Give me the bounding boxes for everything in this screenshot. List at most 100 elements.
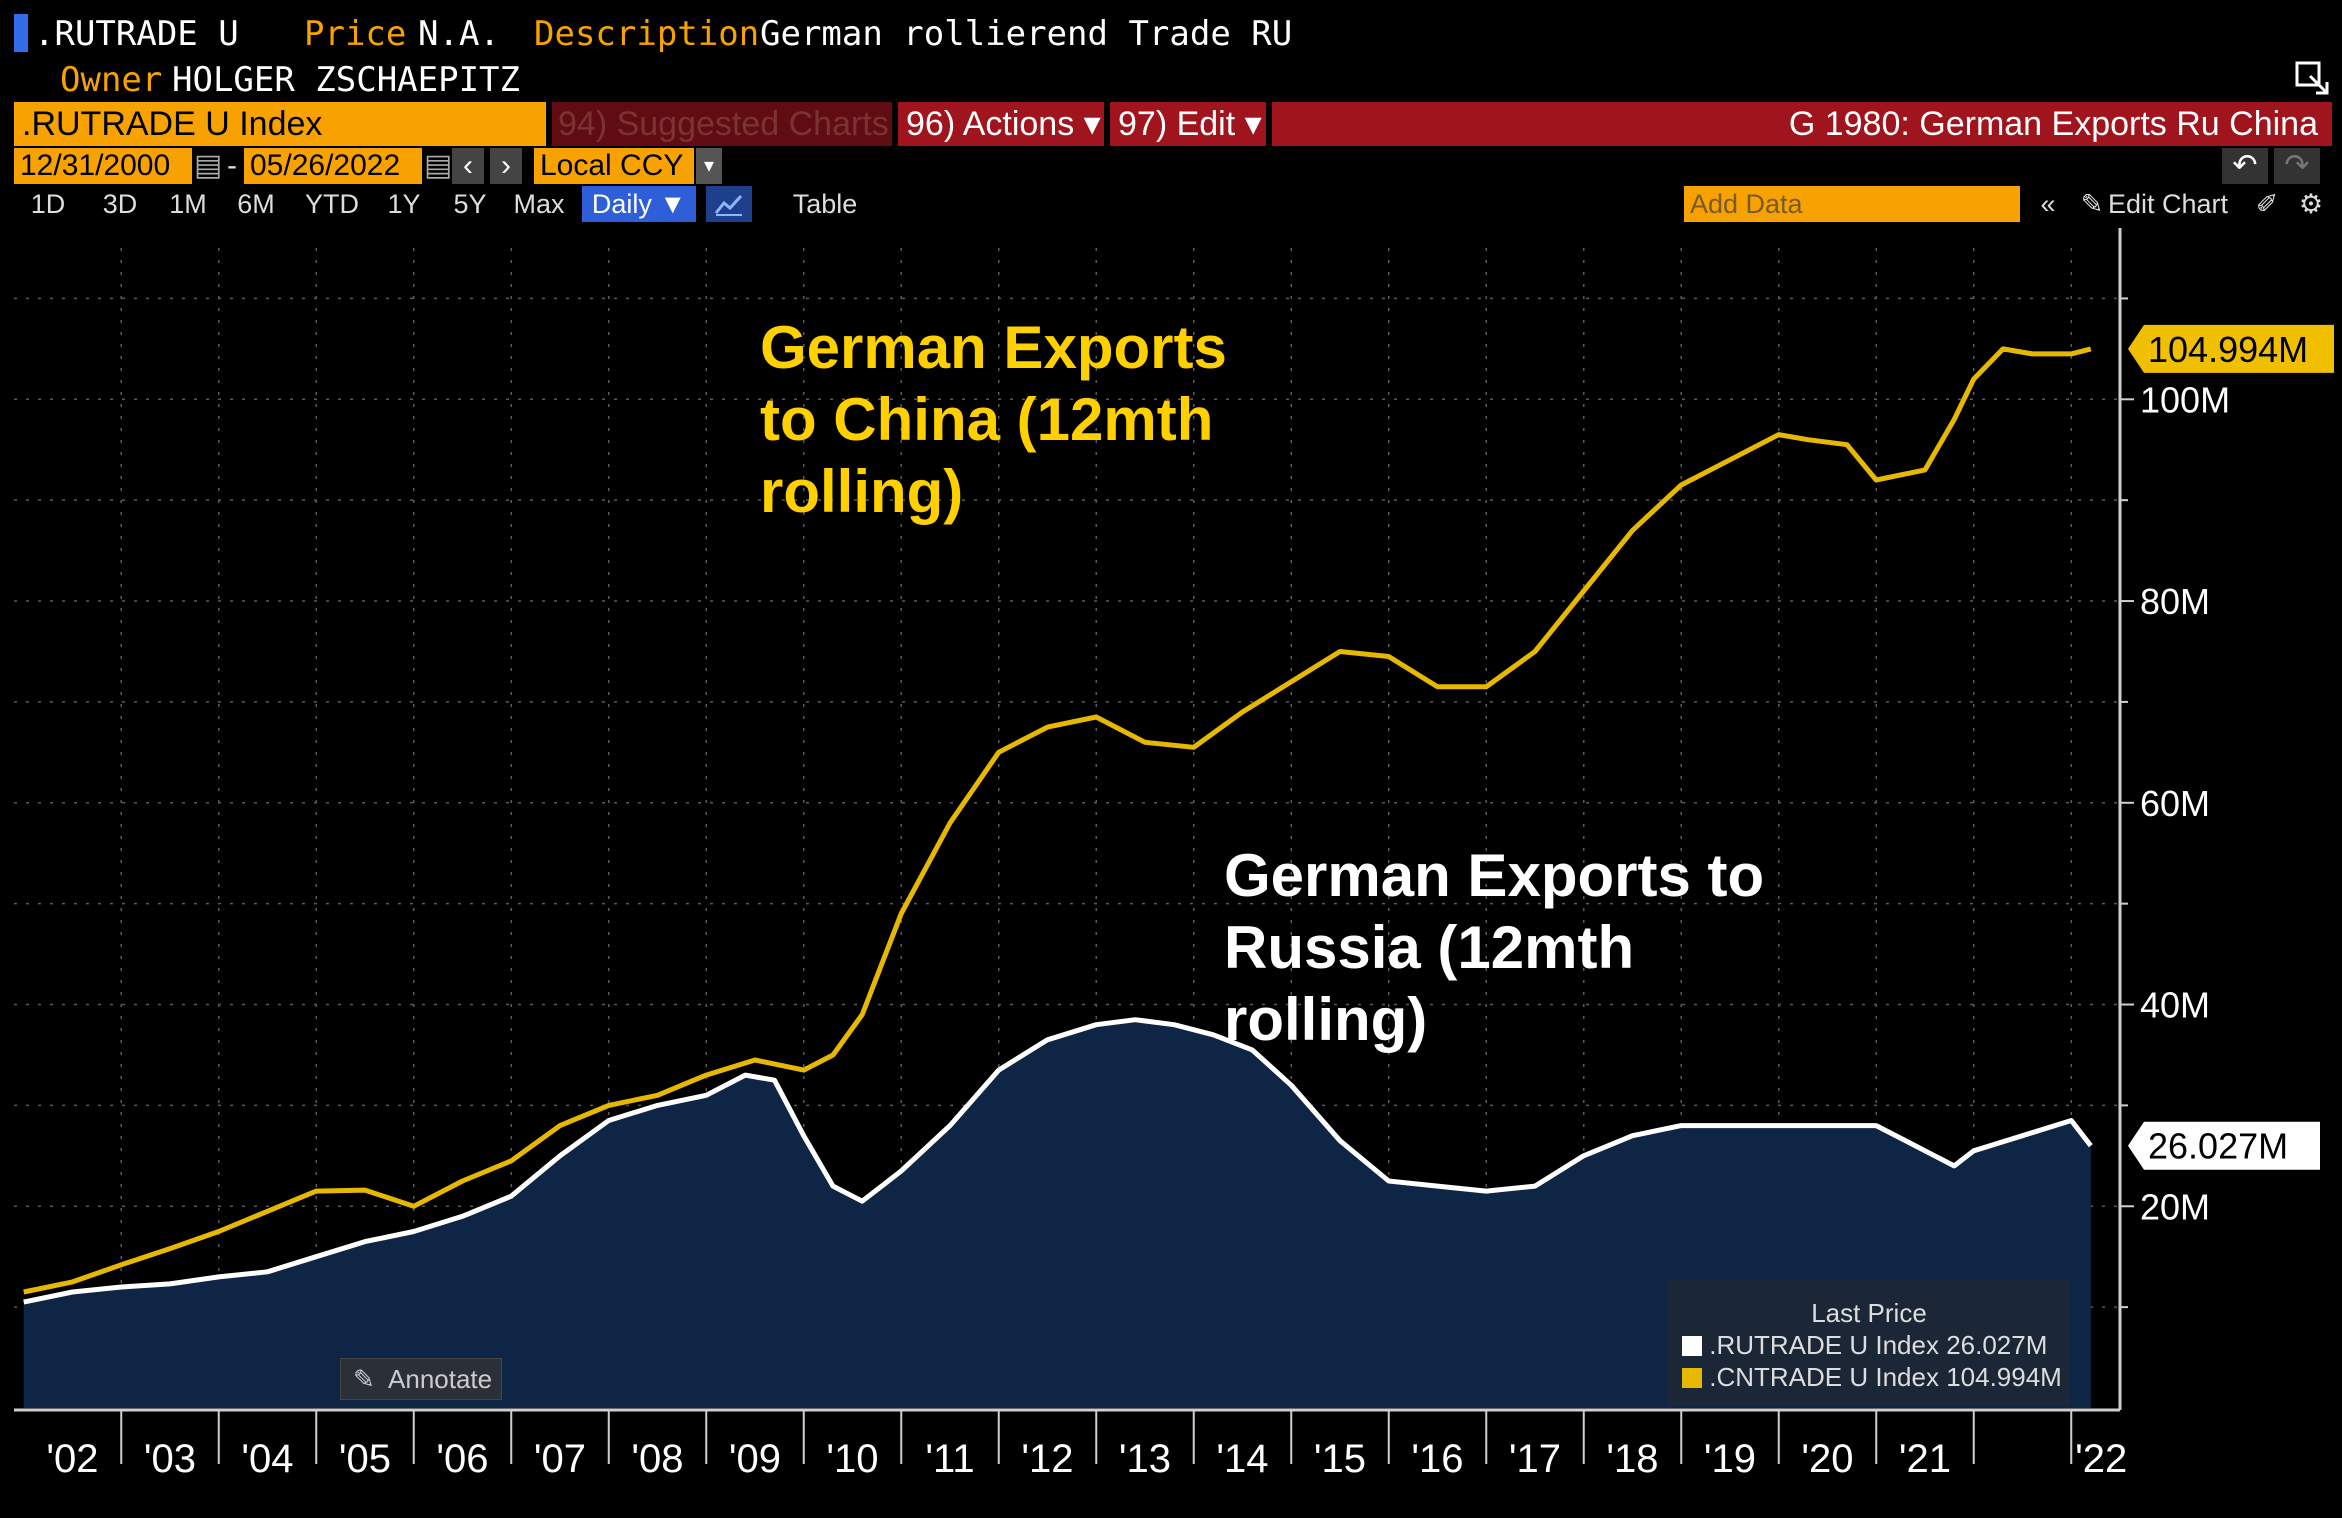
y-tick-label: 20M: [2140, 1186, 2210, 1227]
start-date-calendar-icon[interactable]: ▤: [194, 149, 223, 182]
legend-swatch-russia: [1682, 1336, 1702, 1356]
legend: Last Price .RUTRADE U Index 26.027M .CNT…: [1668, 1280, 2070, 1406]
x-tick-label: '17: [1509, 1437, 1561, 1481]
russia-last-price-tag: [2128, 1121, 2320, 1170]
china-series-line: [23, 346, 2092, 1295]
legend-value-china: 104.994M: [1946, 1362, 2062, 1392]
x-tick-label: '20: [1801, 1437, 1853, 1481]
collapse-icon[interactable]: «: [2040, 189, 2056, 219]
x-tick-label: '05: [339, 1437, 391, 1481]
china-last-price-tag: [2128, 324, 2334, 373]
x-tick-label: '14: [1216, 1437, 1268, 1481]
end-date-field[interactable]: 05/26/2022: [244, 148, 422, 184]
x-tick-label: '22: [2075, 1437, 2127, 1481]
x-tick-label: '09: [729, 1437, 781, 1481]
x-tick-label: '07: [534, 1437, 586, 1481]
redo-icon[interactable]: ↷: [2274, 148, 2320, 184]
settings-gear-icon[interactable]: ⚙: [2298, 189, 2324, 219]
legend-value-russia: 26.027M: [1946, 1330, 2048, 1360]
edit-chart-button[interactable]: Edit Chart: [2108, 189, 2229, 219]
range-3d[interactable]: 3D: [102, 189, 138, 219]
legend-name-china: .CNTRADE U Index: [1709, 1362, 1939, 1392]
legend-swatch-china: [1682, 1368, 1702, 1388]
legend-title: Last Price: [1811, 1298, 1927, 1328]
next-period-button[interactable]: ›: [490, 148, 522, 184]
x-tick-label: '21: [1899, 1437, 1951, 1481]
russia-series-line: [23, 1017, 2093, 1305]
x-tick-label: '16: [1411, 1437, 1463, 1481]
frequency-select[interactable]: Daily ▼: [582, 186, 696, 222]
x-tick-label: '04: [241, 1437, 293, 1481]
x-tick-label: '11: [925, 1437, 974, 1481]
russia-annotation-line: German Exports to: [1224, 842, 1764, 909]
ticker-code: .RUTRADE U: [34, 14, 239, 54]
x-tick-label: '10: [826, 1437, 878, 1481]
y-tick-label: 100M: [2140, 379, 2230, 420]
edit-menu[interactable]: 97) Edit ▾: [1110, 102, 1266, 146]
range-6m[interactable]: 6M: [237, 189, 275, 219]
x-tick-label: '15: [1314, 1437, 1366, 1481]
line-chart-type-icon[interactable]: [706, 186, 752, 222]
x-tick-label: '18: [1606, 1437, 1658, 1481]
price-value: N.A.: [418, 14, 500, 54]
russia-area-fill: [23, 1019, 2091, 1408]
x-tick-label: '03: [144, 1437, 196, 1481]
chart-edit-icon[interactable]: ✐: [2255, 189, 2279, 219]
x-tick-label: '12: [1021, 1437, 1073, 1481]
chart-title: G 1980: German Exports Ru China: [1272, 102, 2332, 146]
x-tick-label: '13: [1119, 1437, 1171, 1481]
range-1y[interactable]: 1Y: [387, 189, 421, 219]
range-max[interactable]: Max: [513, 189, 565, 219]
y-tick-label: 80M: [2140, 581, 2210, 622]
x-tick-label: '08: [631, 1437, 683, 1481]
suggested-charts-menu[interactable]: 94) Suggested Charts: [552, 102, 892, 146]
description-value: German rollierend Trade RU: [760, 14, 1293, 54]
y-axis: 20M 40M 60M 80M 100M: [2118, 228, 2230, 1410]
y-tick-label: 40M: [2140, 985, 2210, 1026]
date-separator: -: [227, 149, 237, 182]
actions-menu[interactable]: 96) Actions ▾: [898, 102, 1104, 146]
russia-last-price-label: 26.027M: [2148, 1126, 2288, 1167]
add-data-input[interactable]: Add Data: [1684, 186, 2020, 222]
y-tick-label: 60M: [2140, 783, 2210, 824]
russia-annotation-line: Russia (12mth: [1224, 914, 1634, 981]
start-date-field[interactable]: 12/31/2000: [14, 148, 192, 184]
undo-icon[interactable]: ↶: [2222, 148, 2268, 184]
legend-name-russia: .RUTRADE U Index: [1709, 1330, 1939, 1360]
range-5y[interactable]: 5Y: [453, 189, 487, 219]
currency-select[interactable]: Local CCY: [534, 148, 694, 184]
popout-icon[interactable]: [2294, 60, 2330, 96]
edit-chart-pencil-icon[interactable]: ✎: [2080, 189, 2104, 219]
end-date-calendar-icon[interactable]: ▤: [424, 149, 453, 182]
owner-value: HOLGER ZSCHAEPITZ: [172, 60, 520, 100]
annotate-label: Annotate: [388, 1364, 493, 1394]
x-tick-label: '19: [1704, 1437, 1756, 1481]
x-axis: '02 '03 '04 '05 '06 '07 '08 '09 '10 '11 '12 '13 '14 '…: [14, 1408, 2127, 1481]
russia-annotation-line: rolling): [1224, 986, 1427, 1053]
china-annotation-line: German Exports: [760, 314, 1227, 381]
range-ytd[interactable]: YTD: [305, 189, 359, 219]
price-label: Price: [304, 14, 407, 54]
table-view-button[interactable]: Table: [792, 189, 858, 219]
x-tick-label: '02: [46, 1437, 98, 1481]
owner-label: Owner: [60, 60, 163, 100]
last-price-labels: 104.994M 26.027M: [2128, 324, 2334, 1170]
annotate-pencil-icon: ✎: [353, 1364, 375, 1394]
range-1d[interactable]: 1D: [30, 189, 66, 219]
security-field[interactable]: .RUTRADE U Index: [14, 102, 546, 146]
china-annotation-line: to China (12mth: [760, 386, 1213, 453]
description-label: Description: [534, 14, 760, 54]
china-annotation-line: rolling): [760, 458, 963, 525]
x-tick-label: '06: [436, 1437, 488, 1481]
previous-period-button[interactable]: ‹: [452, 148, 484, 184]
range-1m[interactable]: 1M: [169, 189, 207, 219]
currency-dropdown-icon[interactable]: ▾: [696, 148, 722, 184]
china-last-price-label: 104.994M: [2148, 329, 2308, 370]
ticker-color-marker: [14, 14, 28, 52]
annotate-button[interactable]: ✎ Annotate: [340, 1358, 502, 1400]
chart-grid: [14, 248, 2120, 1408]
legend-entry-russia: .RUTRADE U Index 26.027M: [1682, 1330, 2047, 1361]
legend-entry-china: .CNTRADE U Index 104.994M: [1682, 1362, 2062, 1393]
